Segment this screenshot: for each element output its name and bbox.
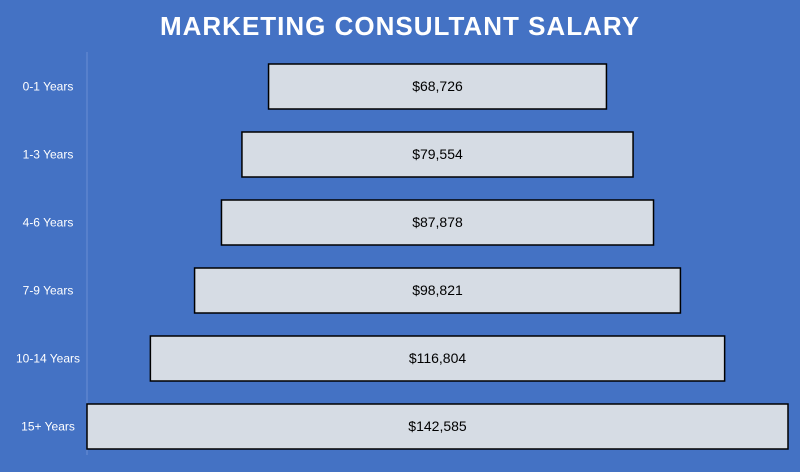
bar [241,131,634,178]
category-label: 4-6 Years [23,216,74,230]
value-label: $79,554 [412,146,463,162]
category-label: 7-9 Years [23,284,74,298]
value-label: $98,821 [412,282,463,298]
category-label: 1-3 Years [23,148,74,162]
bar [220,199,655,246]
bar [149,335,726,382]
value-label: $142,585 [408,418,467,434]
value-label: $116,804 [409,350,467,366]
category-label: 10-14 Years [16,352,80,366]
chart-title: MARKETING CONSULTANT SALARY [160,11,640,41]
bar [193,267,682,314]
value-label: $87,878 [412,214,463,230]
bar [86,403,789,450]
value-label: $68,726 [412,78,463,94]
category-label: 0-1 Years [23,80,74,94]
category-label: 15+ Years [21,420,75,434]
bar [267,63,608,110]
